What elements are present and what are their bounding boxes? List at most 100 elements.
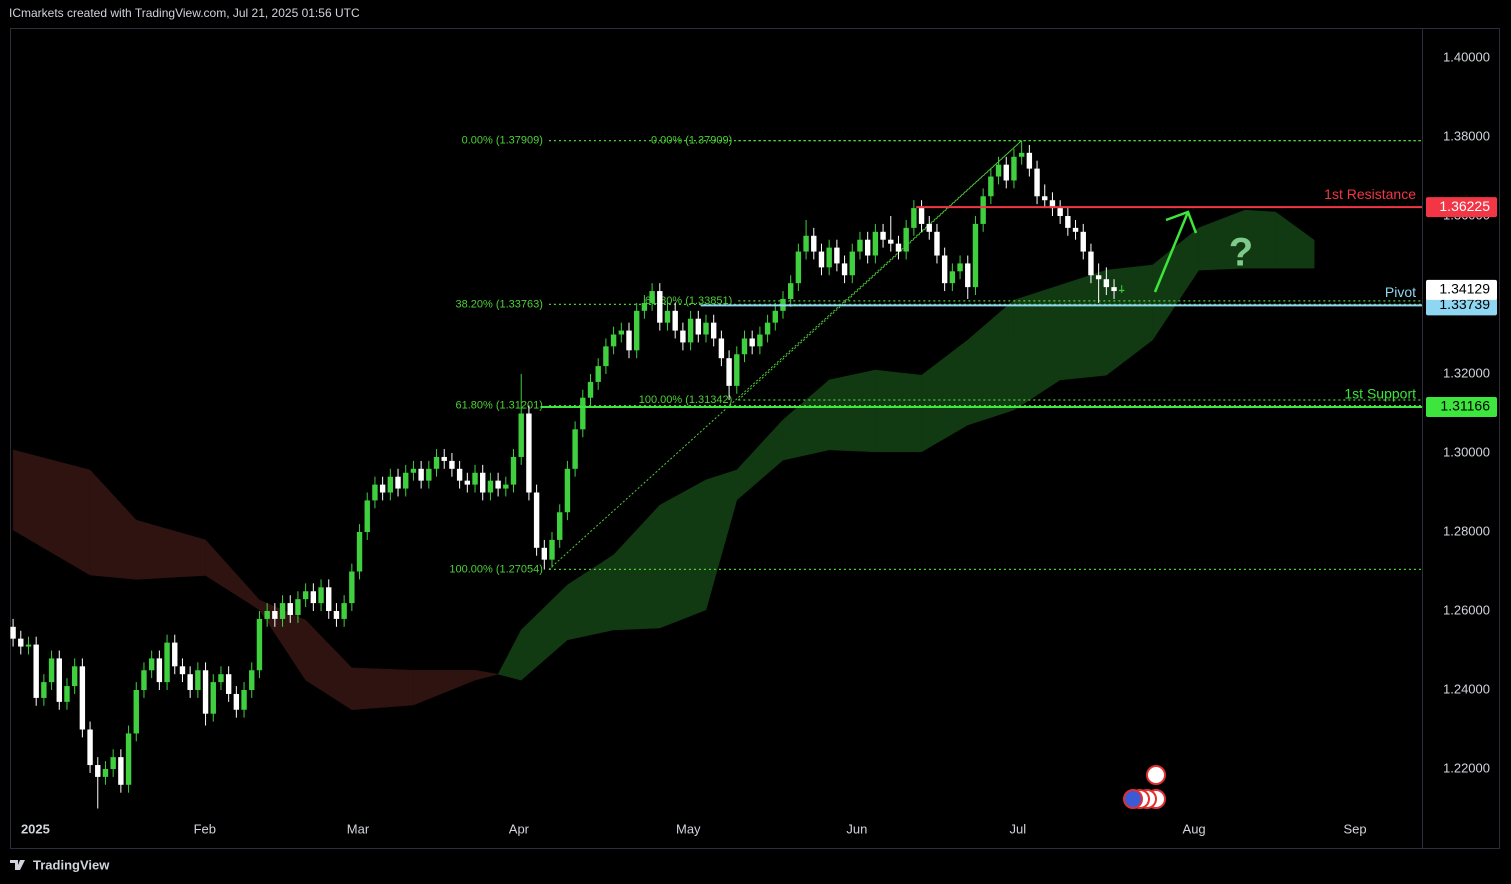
candle-body [495, 480, 501, 489]
candle-body [25, 644, 32, 647]
x-tick-label: Aug [1183, 821, 1206, 836]
candle-body [880, 231, 886, 240]
candle-body [564, 468, 571, 513]
candle-body [110, 757, 116, 770]
candle-body [888, 239, 894, 244]
candle-body [1057, 208, 1063, 217]
candle-body [433, 456, 440, 469]
price-tag [1426, 279, 1497, 300]
candle-body [1111, 287, 1117, 292]
candle-body [687, 318, 694, 343]
candle-body [1034, 168, 1040, 197]
candle-body [841, 263, 848, 276]
candle-body [988, 176, 994, 197]
level-name: Pivot [1385, 284, 1416, 300]
price-tag [1426, 396, 1497, 417]
logo [10, 860, 25, 870]
price-tag [1426, 295, 1497, 316]
candle-body [864, 239, 871, 256]
candle-body [456, 468, 463, 481]
candle-body [587, 381, 594, 398]
x-tick-label: 2025 [21, 821, 50, 836]
arrow [1153, 210, 1198, 293]
candle-body [1080, 231, 1086, 252]
candle-body [156, 658, 163, 683]
candle-body [187, 674, 193, 691]
candle-body [233, 693, 240, 710]
candle-body [926, 223, 932, 232]
candle-body [657, 291, 663, 323]
candle-body [287, 603, 293, 615]
y-tick-label: 1.22000 [1443, 760, 1490, 775]
x-tick-label: Feb [194, 821, 216, 836]
candle-body [364, 500, 370, 533]
candle-body [379, 484, 386, 493]
candle-body [818, 251, 825, 268]
candle-body [102, 769, 109, 777]
candle-body [1088, 251, 1094, 276]
y-tick-label: 1.26000 [1443, 602, 1490, 617]
candle-body [241, 690, 247, 710]
candle-body [1065, 216, 1071, 228]
fib-label: 0.00% (1.37909) [651, 135, 732, 147]
candle-body [995, 164, 1002, 177]
fib-label: 61.80% (1.31201) [455, 399, 542, 411]
candle-body [333, 611, 340, 619]
candle-body [618, 330, 625, 335]
fib-label: 0.00% (1.37909) [462, 135, 543, 147]
candle-body [279, 603, 286, 619]
candle-body [941, 255, 948, 284]
candle-body [1119, 289, 1125, 292]
plot: 0.00% (1.37909) 38.20% (1.33763) 61.80% (1… [10, 49, 1497, 836]
candle-body [148, 658, 155, 671]
fib-label: 100.00% (1.27054) [449, 563, 543, 575]
price-tag-label: 1.36225 [1439, 198, 1490, 214]
candle-body [834, 247, 840, 264]
candle-body [164, 642, 170, 683]
candle-body [18, 638, 24, 647]
fib-label: 61.80% (1.33851) [645, 295, 732, 307]
candle-body [949, 271, 956, 284]
candle-body [641, 302, 648, 311]
candle-body [71, 666, 78, 687]
candle-body [749, 338, 755, 347]
candle-body [341, 603, 347, 619]
candle-body [387, 476, 394, 493]
candle-body [48, 658, 55, 683]
candle-body [79, 666, 86, 730]
candle-body [356, 532, 363, 572]
candle-body [64, 686, 70, 702]
y-tick-label: 1.40000 [1443, 49, 1490, 64]
candle-body [518, 413, 524, 457]
candle-body [557, 512, 563, 540]
candle-body [1003, 164, 1009, 181]
candle-body [857, 239, 863, 252]
candle-body [980, 196, 986, 224]
x-tick-label: Sep [1343, 821, 1366, 836]
candle-body [757, 334, 763, 347]
level-name: 1st Resistance [1324, 186, 1416, 202]
candle-body [533, 492, 540, 548]
candle-body [1095, 275, 1102, 280]
candle-body [972, 223, 979, 288]
candle-body [302, 591, 309, 600]
candle-body [41, 682, 47, 698]
candle-body [118, 757, 124, 785]
candle-body [210, 682, 216, 714]
candle-body [503, 484, 509, 489]
y-tick-label: 1.38000 [1443, 128, 1490, 143]
candle-body [326, 587, 332, 612]
candle-body [957, 263, 963, 272]
candle-body [464, 480, 471, 485]
candle-body [195, 670, 201, 691]
price-tag-label: 1.33739 [1439, 296, 1490, 312]
fib-label: 38.20% (1.33763) [455, 298, 542, 310]
candle-body [849, 251, 855, 276]
candle-body [649, 291, 655, 303]
candle-body [125, 733, 132, 785]
candle-body [133, 690, 139, 734]
header: ICmarkets created with TradingView.com, … [9, 6, 360, 20]
candle-body [826, 247, 832, 268]
candle-body [703, 322, 709, 335]
